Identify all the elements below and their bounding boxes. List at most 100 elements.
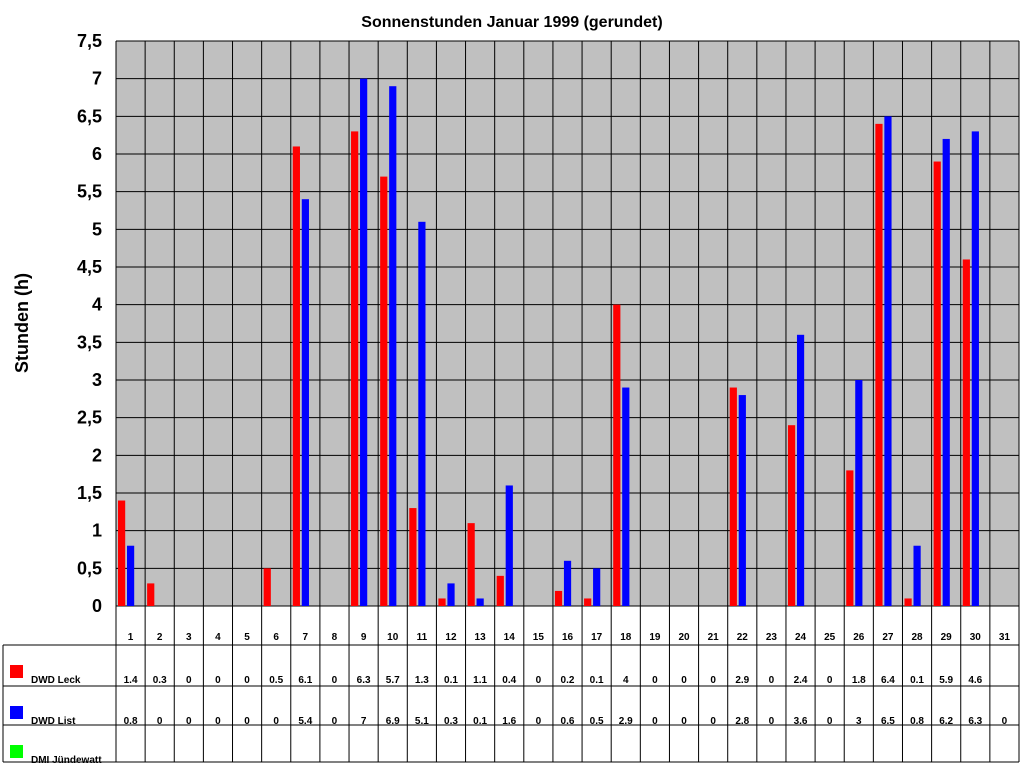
x-tick-label: 5 xyxy=(244,632,250,643)
data-label: 1.8 xyxy=(852,675,866,686)
plot-background xyxy=(116,41,1019,606)
data-label: 0 xyxy=(157,716,163,727)
data-label: 6.3 xyxy=(357,675,371,686)
bar-dwd-leck-11 xyxy=(409,508,417,606)
bar-dwd-list-14 xyxy=(505,485,513,606)
legend-swatch xyxy=(10,665,23,678)
legend-swatch xyxy=(10,706,23,719)
data-label: 0 xyxy=(652,716,658,727)
bar-dwd-leck-24 xyxy=(787,425,796,606)
x-tick-label: 26 xyxy=(853,632,865,643)
data-label: 0.8 xyxy=(124,716,138,727)
data-label: 2.4 xyxy=(794,675,808,686)
y-axis-label: Stunden (h) xyxy=(12,273,32,373)
data-label: 0 xyxy=(827,716,833,727)
x-tick-label: 17 xyxy=(591,632,603,643)
data-label: 3.6 xyxy=(794,716,808,727)
bar-dwd-list-22 xyxy=(738,395,746,606)
x-tick-label: 8 xyxy=(332,632,338,643)
data-label: 0 xyxy=(710,675,716,686)
bar-dwd-leck-17 xyxy=(584,598,592,606)
x-tick-label: 6 xyxy=(273,632,279,643)
y-tick-label: 3 xyxy=(92,370,102,390)
data-label: 0 xyxy=(710,716,716,727)
data-label: 6.2 xyxy=(939,716,953,727)
data-label: 1.1 xyxy=(473,675,487,686)
data-label: 5.4 xyxy=(298,716,312,727)
data-label: 0.4 xyxy=(502,675,516,686)
data-label: 0 xyxy=(681,716,687,727)
bar-dwd-list-10 xyxy=(389,86,397,606)
x-tick-label: 28 xyxy=(911,632,923,643)
data-label: 2.9 xyxy=(619,716,633,727)
data-label: 0.6 xyxy=(561,716,575,727)
bar-dwd-list-30 xyxy=(971,131,979,606)
bar-dwd-leck-6 xyxy=(263,568,271,606)
y-tick-label: 0,5 xyxy=(77,558,102,578)
bar-dwd-leck-1 xyxy=(118,500,126,606)
y-tick-label: 6,5 xyxy=(77,106,102,126)
y-tick-label: 0 xyxy=(92,596,102,616)
y-tick-label: 1 xyxy=(92,521,102,541)
data-label: 0 xyxy=(332,675,338,686)
x-tick-label: 12 xyxy=(445,632,457,643)
data-label: 6.5 xyxy=(881,716,895,727)
bar-dwd-list-18 xyxy=(622,387,630,606)
data-label: 0 xyxy=(769,675,775,686)
data-label: 0 xyxy=(827,675,833,686)
data-label: 0.3 xyxy=(444,716,458,727)
plot-area xyxy=(115,40,1020,762)
bar-dwd-list-28 xyxy=(913,545,921,606)
bar-dwd-list-11 xyxy=(418,221,426,607)
bar-dwd-leck-29 xyxy=(933,161,941,607)
y-tick-label: 3,5 xyxy=(77,332,102,352)
bar-dwd-list-9 xyxy=(360,78,368,606)
data-label: 0 xyxy=(536,716,542,727)
data-label: 5.9 xyxy=(939,675,953,686)
y-tick-label: 7,5 xyxy=(77,31,102,51)
bar-dwd-leck-14 xyxy=(496,575,504,606)
y-tick-label: 7 xyxy=(92,69,102,89)
data-label: 6.9 xyxy=(386,716,400,727)
data-label: 4 xyxy=(623,675,629,686)
bar-dwd-list-26 xyxy=(855,380,863,606)
data-label: 2.9 xyxy=(735,675,749,686)
bar-dwd-list-27 xyxy=(884,116,892,606)
x-tick-label: 20 xyxy=(678,632,690,643)
bar-dwd-leck-7 xyxy=(292,146,300,606)
x-tick-label: 24 xyxy=(795,632,807,643)
bar-dwd-list-12 xyxy=(447,583,455,606)
bar-dwd-leck-28 xyxy=(904,598,912,606)
y-tick-label: 2 xyxy=(92,445,102,465)
y-tick-label: 5,5 xyxy=(77,182,102,202)
bar-dwd-list-13 xyxy=(476,598,484,606)
data-label: 0.1 xyxy=(590,675,604,686)
data-label: 3 xyxy=(856,716,862,727)
legend-label: DWD List xyxy=(31,716,76,727)
bar-dwd-list-24 xyxy=(796,334,805,606)
bar-dwd-list-29 xyxy=(942,138,950,606)
legend-label: DMI Jündewatt xyxy=(31,755,102,766)
x-tick-label: 22 xyxy=(737,632,749,643)
data-label: 0 xyxy=(244,716,250,727)
x-tick-label: 30 xyxy=(970,632,982,643)
bar-dwd-leck-26 xyxy=(846,470,854,606)
data-label: 0.8 xyxy=(910,716,924,727)
bar-dwd-list-1 xyxy=(127,545,135,606)
data-label: 2.8 xyxy=(735,716,749,727)
data-label: 0 xyxy=(332,716,338,727)
x-tick-label: 7 xyxy=(303,632,309,643)
y-axis-ticks: 0 0,5 1 1,5 2 2,5 3 3,5 4 4,5 5 5,5 6 6,5 7 7,5 xyxy=(77,31,102,616)
bar-dwd-leck-2 xyxy=(147,583,155,606)
data-label: 1.4 xyxy=(124,675,138,686)
data-label: 1.3 xyxy=(415,675,429,686)
bar-dwd-leck-18 xyxy=(613,304,621,606)
data-label: 4.6 xyxy=(968,675,982,686)
data-label: 6.1 xyxy=(298,675,312,686)
bar-dwd-leck-22 xyxy=(729,387,737,606)
x-tick-label: 29 xyxy=(941,632,953,643)
x-tick-label: 15 xyxy=(533,632,545,643)
data-label: 7 xyxy=(361,716,367,727)
x-tick-label: 14 xyxy=(504,632,516,643)
